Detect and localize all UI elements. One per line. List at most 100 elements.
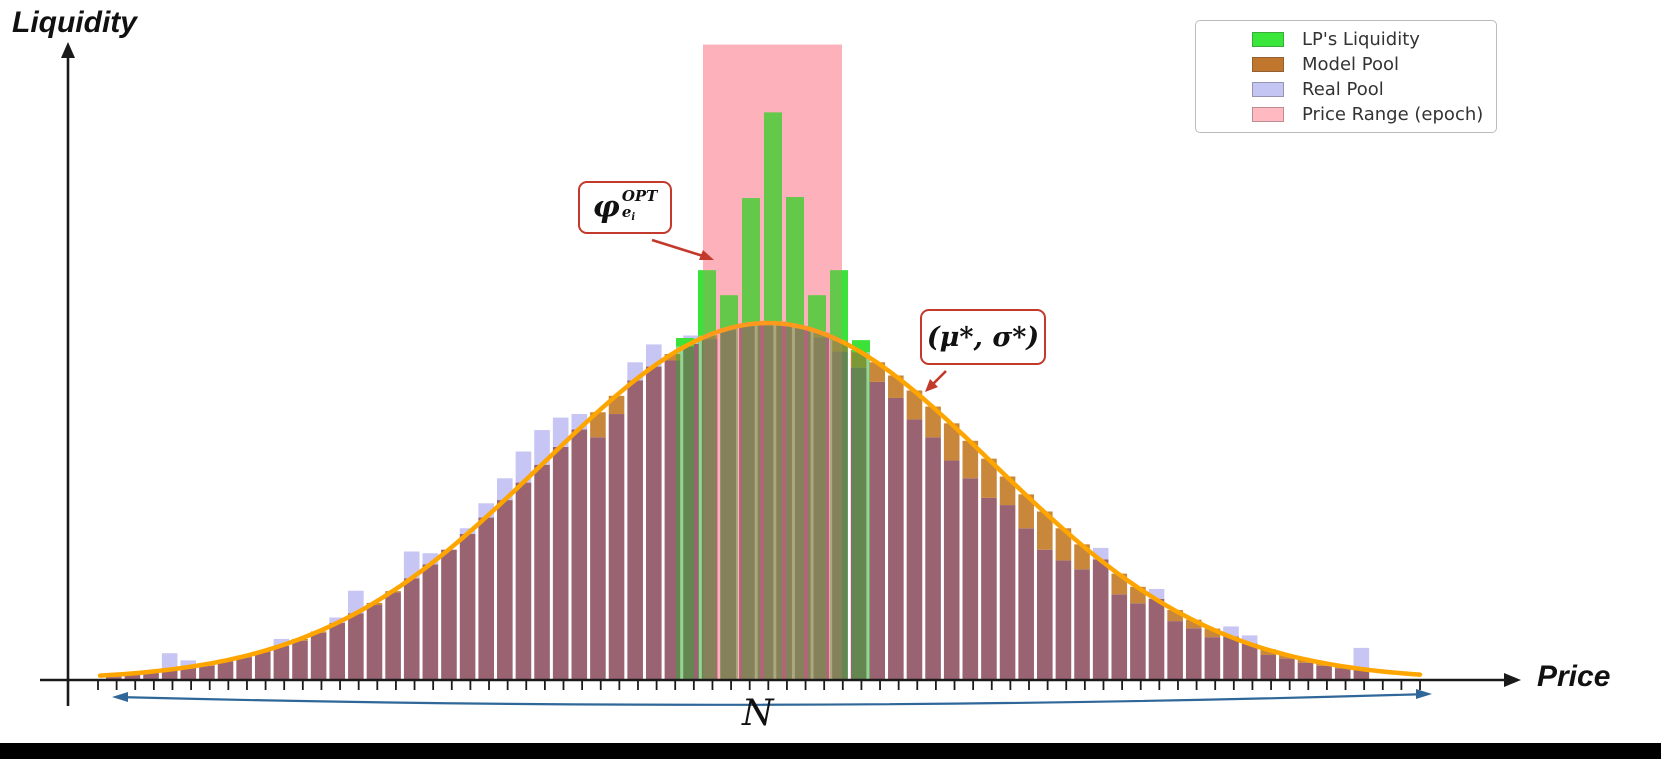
- legend-swatch-2: [1252, 82, 1284, 97]
- legend-item-3: Price Range (epoch): [1252, 102, 1496, 127]
- n-range-label: N: [742, 693, 774, 734]
- bar-overlap-55: [1130, 603, 1146, 680]
- mu-sigma-annotation-arrowhead: [925, 379, 938, 392]
- bar-model-58: [1185, 619, 1202, 629]
- bar-real-4: [180, 660, 197, 668]
- phi-annotation-arrow: [651, 238, 704, 258]
- bar-overlap-2: [143, 672, 159, 680]
- bar-overlap-67: [1353, 668, 1370, 680]
- bar-overlap-60: [1223, 636, 1239, 680]
- bar-overlap-57: [1167, 621, 1183, 680]
- bar-overlap-20: [478, 517, 494, 680]
- lp-bar-top-0: [676, 337, 694, 347]
- bar-overlap-1: [124, 674, 141, 680]
- bar-real-9: [273, 638, 290, 646]
- bar-real-22: [515, 451, 532, 483]
- legend-swatch-3: [1252, 107, 1284, 122]
- bar-overlap-64: [1297, 662, 1314, 680]
- x-axis-arrowhead: [1504, 673, 1521, 687]
- bar-overlap-29: [645, 366, 662, 680]
- bar-model-47: [981, 458, 997, 498]
- bar-real-67: [1353, 647, 1370, 669]
- legend-label-3: Price Range (epoch): [1302, 103, 1484, 125]
- bar-overlap-24: [552, 446, 569, 680]
- bar-overlap-56: [1148, 598, 1165, 680]
- legend-item-2: Real Pool: [1252, 77, 1496, 102]
- bar-overlap-41: [869, 381, 886, 680]
- lp-bar-top-5: [786, 196, 804, 326]
- phi-symbol: φ: [592, 190, 620, 225]
- bar-overlap-10: [292, 640, 308, 680]
- bar-model-57: [1167, 610, 1183, 622]
- lp-bar-top-2: [720, 295, 738, 329]
- bar-overlap-6: [217, 661, 234, 680]
- bar-overlap-22: [515, 482, 532, 680]
- bar-overlap-65: [1316, 665, 1332, 680]
- lp-bar-top-4: [764, 112, 782, 324]
- bar-overlap-51: [1055, 560, 1072, 680]
- lp-bar-base-4: [764, 323, 782, 680]
- n-span-arrowhead-left: [112, 692, 128, 702]
- lp-bar-top-3: [742, 198, 760, 325]
- bar-overlap-53: [1092, 559, 1109, 680]
- n-span-arrowhead-right: [1416, 689, 1432, 699]
- lp-bar-top-6: [808, 295, 826, 332]
- bar-overlap-28: [627, 380, 643, 680]
- bar-real-23: [534, 430, 550, 465]
- y-axis-arrowhead: [61, 42, 75, 58]
- bar-overlap-62: [1260, 655, 1277, 680]
- legend-label-1: Model Pool: [1302, 53, 1400, 75]
- lp-bar-base-7: [830, 340, 848, 680]
- legend-item-0: LP's Liquidity: [1252, 27, 1496, 52]
- bar-overlap-47: [981, 497, 997, 680]
- bar-real-16: [403, 551, 420, 579]
- mu-sigma-text: (μ*, σ*): [926, 321, 1040, 353]
- bar-real-13: [348, 590, 364, 614]
- bar-model-49: [1018, 494, 1034, 529]
- bar-overlap-59: [1204, 637, 1221, 680]
- bar-model-26: [590, 412, 606, 438]
- phi-annotation-arrowhead: [699, 250, 714, 260]
- bar-overlap-54: [1111, 594, 1128, 680]
- bar-overlap-52: [1074, 569, 1090, 680]
- bar-overlap-26: [590, 437, 606, 680]
- bar-model-59: [1204, 628, 1221, 638]
- bar-overlap-48: [999, 505, 1016, 680]
- bar-real-24: [552, 417, 569, 447]
- bar-overlap-66: [1334, 668, 1351, 680]
- lp-bar-base-2: [720, 328, 738, 680]
- bar-overlap-25: [571, 429, 588, 680]
- bar-overlap-3: [161, 669, 178, 680]
- bar-model-51: [1055, 528, 1072, 561]
- mu-sigma-annotation: (μ*, σ*): [920, 309, 1046, 365]
- lp-bar-base-3: [742, 324, 760, 680]
- bar-real-53: [1092, 547, 1109, 560]
- bar-real-17: [422, 553, 439, 565]
- y-axis-label: Liquidity: [12, 6, 137, 39]
- bar-real-56: [1148, 588, 1165, 599]
- bar-model-43: [906, 390, 923, 420]
- legend-swatch-1: [1252, 57, 1284, 72]
- bar-overlap-23: [534, 464, 550, 680]
- bar-overlap-58: [1185, 628, 1202, 680]
- lp-bar-top-7: [830, 270, 848, 341]
- bar-overlap-12: [329, 622, 346, 680]
- bar-real-3: [161, 653, 178, 670]
- legend-item-1: Model Pool: [1252, 52, 1496, 77]
- bar-real-61: [1241, 635, 1258, 644]
- bar-overlap-17: [422, 564, 439, 680]
- bar-overlap-11: [310, 632, 327, 680]
- bar-overlap-63: [1279, 658, 1295, 680]
- bar-overlap-61: [1241, 643, 1258, 680]
- legend-label-0: LP's Liquidity: [1302, 28, 1420, 50]
- bar-model-45: [943, 423, 960, 461]
- bar-overlap-45: [943, 460, 960, 680]
- bar-overlap-7: [236, 657, 252, 680]
- legend: LP's Liquidity Model Pool Real Pool Price R…: [1195, 20, 1497, 133]
- bar-overlap-14: [366, 605, 383, 680]
- bar-real-60: [1223, 626, 1239, 637]
- bar-overlap-5: [199, 665, 215, 680]
- bar-model-30: [664, 354, 681, 361]
- price-range-overlay: [703, 44, 842, 681]
